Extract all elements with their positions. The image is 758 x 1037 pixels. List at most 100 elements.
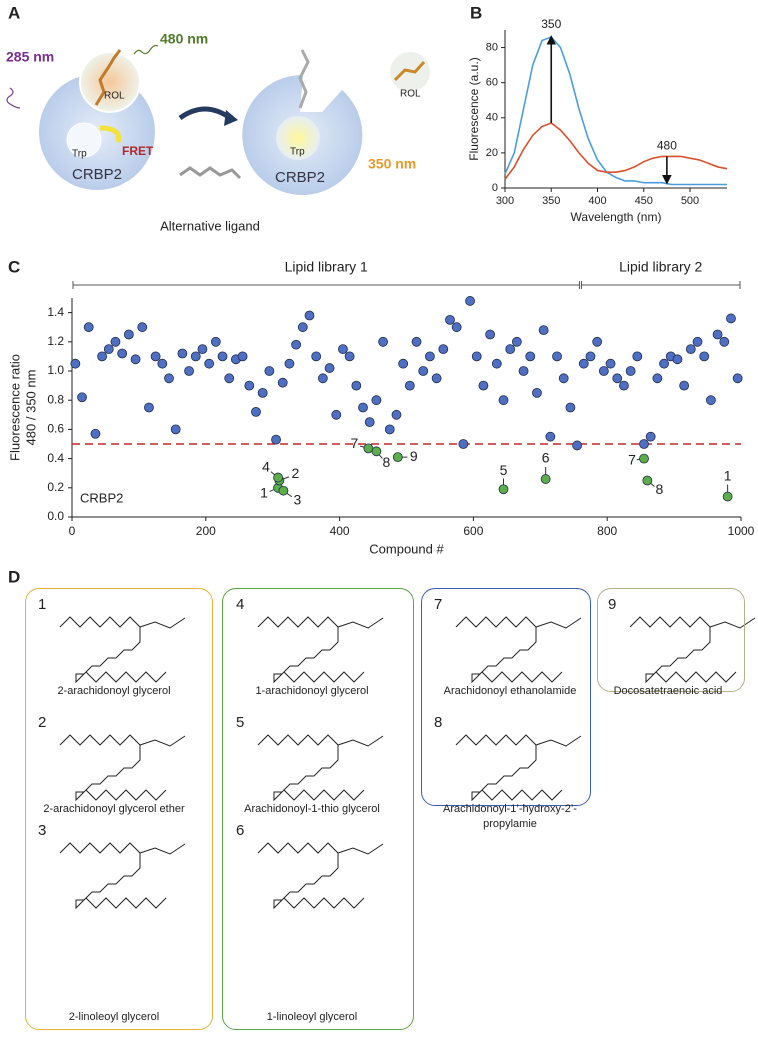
point	[103, 344, 114, 355]
reaction-arrowhead	[224, 110, 238, 126]
point	[177, 348, 188, 359]
y-tick-label: 0	[492, 182, 498, 194]
label: Trp	[72, 149, 87, 160]
x-tick-label: 200	[196, 524, 216, 538]
point	[137, 322, 148, 333]
y-tick-label: 40	[486, 112, 498, 124]
point	[411, 336, 422, 347]
point	[532, 387, 542, 398]
point	[90, 428, 101, 439]
point	[237, 351, 248, 362]
headgroup	[337, 843, 384, 855]
point	[331, 409, 342, 420]
compound-number: 9	[608, 596, 617, 613]
point-label: 2	[291, 465, 299, 481]
point	[324, 363, 335, 373]
x-tick-label: 400	[588, 195, 606, 207]
compound-name: Arachidonoyl-1’-hydroxy-2’-propylamie	[443, 803, 577, 830]
structure	[59, 734, 167, 802]
point	[540, 474, 551, 484]
point	[451, 322, 462, 333]
headgroup	[709, 617, 756, 629]
point-label: 3	[294, 491, 302, 507]
point-label: 4	[262, 458, 270, 474]
compound-number: 3	[38, 822, 47, 839]
point-label: 7	[628, 451, 636, 467]
point	[170, 424, 181, 435]
annotation: 480	[657, 139, 677, 153]
point	[391, 409, 402, 420]
point	[257, 387, 268, 398]
point	[685, 344, 696, 355]
point	[117, 348, 128, 359]
point	[97, 351, 108, 362]
point	[164, 373, 174, 384]
point	[699, 351, 710, 362]
point	[358, 402, 368, 413]
point	[144, 402, 154, 413]
point	[157, 358, 168, 369]
point	[271, 434, 281, 445]
compound-number: 2	[38, 714, 47, 731]
point-label: 6	[542, 450, 550, 466]
point	[659, 358, 669, 369]
point	[505, 344, 516, 355]
y-tick-label: 0.8	[47, 392, 64, 406]
compound-name: 1-linoleoyl glycerol	[266, 1011, 358, 1023]
headgroup	[139, 617, 186, 629]
group-label: Lipid library 2	[619, 259, 702, 275]
point	[311, 351, 322, 362]
point	[498, 484, 509, 495]
headgroup	[535, 735, 582, 747]
compound-number: 4	[236, 596, 245, 613]
point	[217, 351, 228, 362]
y-tick-label: 0.0	[47, 509, 64, 523]
structure	[59, 842, 167, 910]
point	[485, 329, 496, 340]
point	[77, 392, 87, 403]
point	[726, 313, 736, 324]
y-tick-label: 80	[486, 41, 498, 53]
point	[645, 431, 656, 442]
point	[612, 373, 623, 384]
point	[672, 354, 683, 365]
group-box	[421, 588, 591, 806]
point	[204, 358, 215, 369]
point	[545, 431, 556, 442]
point	[491, 358, 502, 369]
label: Alternative ligand	[160, 218, 260, 233]
structure	[257, 842, 365, 910]
point	[498, 395, 509, 406]
annotation: CRBP2	[80, 490, 123, 505]
point	[110, 336, 121, 347]
point	[264, 366, 275, 376]
label: FRET	[122, 144, 154, 158]
group-box	[222, 588, 414, 1030]
headgroup	[337, 617, 384, 629]
y-tick-label: 1.2	[47, 334, 64, 348]
point	[297, 322, 308, 333]
headgroup	[535, 617, 582, 629]
x-tick-label: 600	[463, 524, 483, 538]
fret-arrow	[99, 125, 122, 143]
point	[425, 351, 435, 362]
point	[511, 336, 522, 347]
y-tick-label: 1.4	[47, 305, 64, 319]
point-label: 7	[350, 435, 358, 451]
y-axis-label: Fluorescence (a.u.)	[467, 57, 481, 160]
point	[284, 358, 295, 369]
point	[304, 310, 315, 321]
y-tick-label: 20	[486, 147, 498, 159]
compound-name: 2-arachidonoyl glycerol ether	[43, 803, 185, 815]
y-axis-label: 480 / 350 nm	[23, 370, 38, 446]
compound-name: 1-arachidonoyl glycerol	[255, 685, 369, 697]
point	[277, 377, 288, 388]
point	[642, 475, 653, 486]
headgroup	[139, 843, 186, 855]
y-tick-label: 0.4	[47, 451, 64, 465]
point	[605, 358, 616, 369]
compound-name: Docosatetraenoic acid	[613, 685, 723, 697]
point	[471, 351, 482, 362]
